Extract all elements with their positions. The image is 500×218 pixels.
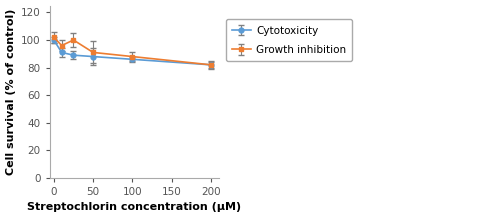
Legend: Cytotoxicity, Growth inhibition: Cytotoxicity, Growth inhibition [226, 19, 352, 61]
Y-axis label: Cell survival (% of control): Cell survival (% of control) [6, 9, 16, 175]
X-axis label: Streptochlorin concentration (μM): Streptochlorin concentration (μM) [28, 203, 242, 213]
